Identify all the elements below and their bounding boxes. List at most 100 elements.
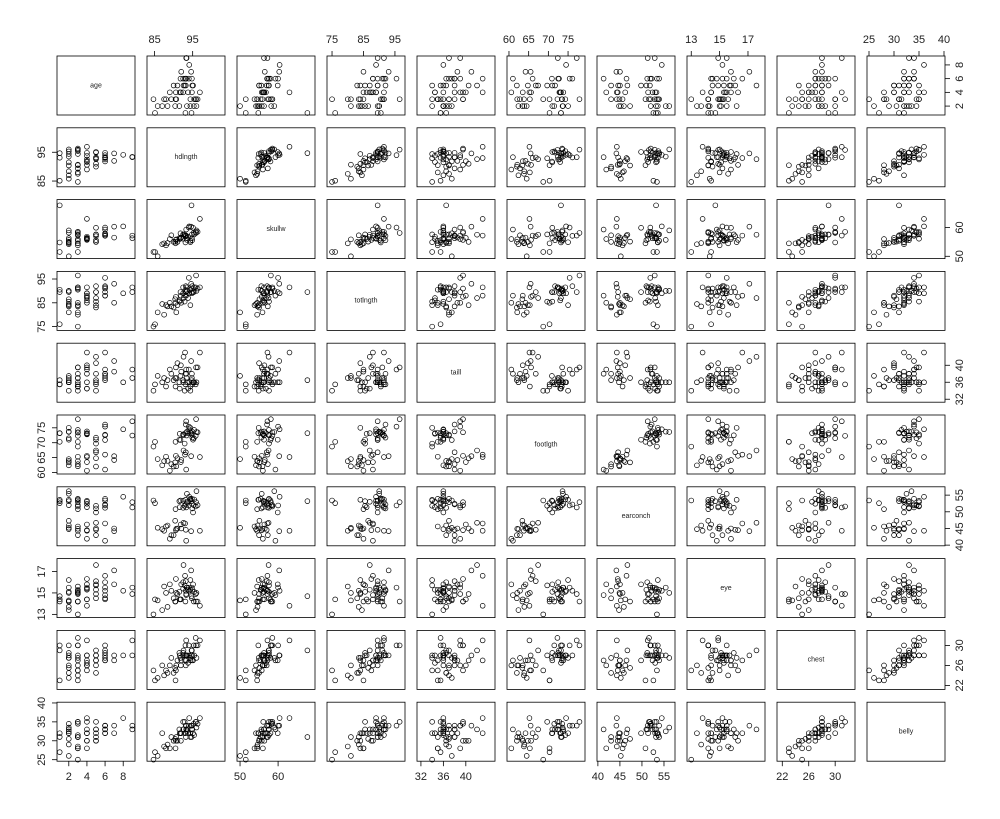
point [120, 223, 126, 230]
point [805, 292, 812, 299]
point [549, 298, 556, 305]
point [102, 579, 108, 585]
panel [326, 55, 406, 116]
point [474, 726, 480, 733]
point [876, 249, 882, 255]
point [381, 216, 387, 222]
point [721, 499, 727, 505]
point [708, 662, 714, 669]
point [786, 162, 792, 168]
point [699, 715, 706, 721]
point [286, 715, 293, 721]
point [812, 428, 819, 435]
point [654, 443, 660, 450]
point [528, 294, 534, 300]
point [699, 454, 706, 460]
point [523, 373, 530, 379]
point [739, 451, 746, 458]
point [822, 298, 829, 305]
point [465, 738, 472, 744]
point [84, 459, 90, 465]
point [365, 162, 371, 169]
point [825, 354, 832, 360]
point [432, 89, 438, 96]
point [102, 283, 108, 289]
point [549, 581, 556, 588]
point [357, 151, 364, 157]
point [688, 96, 695, 102]
point [603, 366, 610, 373]
point [908, 103, 915, 109]
point [891, 576, 897, 582]
point [614, 216, 620, 222]
point [56, 593, 63, 599]
point [825, 375, 832, 381]
point [276, 379, 283, 386]
point [163, 745, 169, 752]
point [367, 231, 373, 238]
point [192, 719, 199, 725]
point [533, 662, 539, 669]
point [896, 532, 902, 538]
point [522, 234, 529, 241]
point [446, 499, 452, 505]
point [348, 161, 354, 168]
point [75, 583, 81, 590]
point [560, 371, 567, 377]
point [197, 637, 203, 644]
point [819, 498, 825, 504]
point [276, 528, 282, 534]
point [832, 230, 838, 236]
point [616, 607, 622, 613]
point [733, 302, 740, 308]
point [251, 523, 258, 530]
point [698, 103, 704, 109]
point [75, 662, 81, 669]
point [896, 82, 902, 89]
point [618, 253, 624, 260]
point [457, 300, 463, 306]
point [906, 82, 912, 89]
point [260, 166, 266, 173]
point [258, 576, 265, 582]
point [237, 456, 243, 462]
panel [236, 55, 316, 116]
point [533, 289, 539, 295]
point [75, 743, 81, 750]
panel [866, 270, 946, 331]
point [832, 499, 838, 505]
y-tick-label: 50 [954, 250, 966, 262]
panel [236, 558, 316, 618]
point [616, 463, 623, 470]
point [332, 749, 338, 755]
point [178, 89, 184, 96]
point [93, 449, 99, 455]
point [614, 364, 621, 371]
point [819, 156, 825, 163]
point [832, 229, 838, 235]
point [522, 730, 529, 736]
point [726, 387, 733, 394]
point [644, 55, 651, 61]
point [716, 169, 723, 176]
point [370, 226, 376, 233]
point [102, 150, 108, 156]
point [102, 730, 108, 736]
point [66, 153, 72, 160]
point [558, 586, 564, 593]
point [93, 562, 99, 568]
point [102, 349, 108, 356]
point [258, 505, 265, 512]
point [786, 321, 792, 327]
point [446, 459, 452, 466]
point [638, 149, 644, 155]
point [463, 292, 469, 299]
point [194, 598, 201, 605]
point [446, 598, 452, 605]
point [263, 82, 270, 89]
y-tick-label: 15 [36, 587, 48, 599]
point [569, 652, 576, 659]
point [286, 454, 293, 460]
point [662, 153, 669, 160]
point [642, 300, 649, 306]
